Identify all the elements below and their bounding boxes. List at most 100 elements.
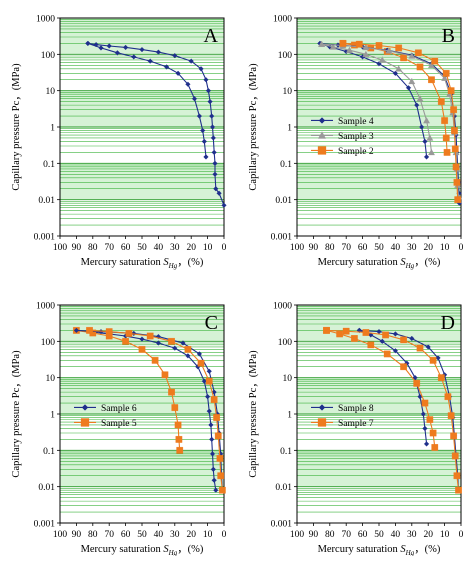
x-tick-label: 30 [170,530,180,540]
data-point [106,43,112,49]
y-tick-label: 0.001 [271,233,293,243]
data-point [362,329,370,336]
legend-marker [317,146,327,155]
data-point [155,340,162,346]
data-point [444,393,452,401]
data-point [437,98,445,105]
y-axis-label: Capillary pressure Pc，(MPa) [11,350,22,478]
data-point [212,160,218,166]
legend-marker [317,418,327,427]
legend-marker [318,117,326,124]
data-point [441,117,448,124]
data-point [431,57,439,65]
data-point [416,95,424,102]
data-point [426,134,434,141]
data-point [422,138,428,145]
series-line [359,329,428,444]
x-tick-label: 50 [374,243,384,253]
data-point [437,374,445,382]
data-point [405,85,412,91]
y-tick-label: 1 [287,411,292,421]
legend-marker [317,131,327,139]
data-point [408,52,416,59]
x-tick-label: 0 [222,243,227,253]
x-tick-label: 60 [121,530,131,540]
data-point [452,163,460,171]
data-point [184,346,192,353]
data-point [216,455,224,462]
data-point [146,332,154,340]
data-point [409,335,415,342]
x-tick-label: 90 [309,243,319,253]
data-point [451,127,458,134]
data-point [203,154,209,160]
x-tick-label: 50 [374,530,384,540]
legend-label: Sample 5 [101,419,137,429]
x-tick-label: 70 [104,243,114,253]
x-axis-label-suffix: ，(%) [177,257,204,268]
data-point [454,196,462,204]
data-point [122,44,129,51]
x-axis-label-symbol: S [400,544,406,555]
plot-band [297,163,461,200]
data-point [431,444,439,451]
series-line [89,329,223,491]
legend: Sample 4 Sample 3 Sample 2 [311,117,374,157]
x-tick-label: 50 [137,243,147,253]
data-point [210,466,216,472]
x-tick-label: 100 [290,530,305,540]
data-point [442,134,450,142]
data-point [318,40,326,47]
data-point [168,337,175,345]
data-point [323,327,330,334]
data-point [172,345,178,351]
data-point [428,148,435,156]
x-tick-label: 80 [88,530,98,540]
data-point [423,117,431,124]
data-point [419,124,425,130]
data-point [443,149,451,156]
legend-label: Sample 7 [338,419,374,429]
data-point [379,338,385,344]
x-axis-label-prefix: Mercury saturation [318,257,401,268]
data-point [351,335,358,342]
data-point [421,399,429,407]
x-tick-label: 20 [186,530,196,540]
data-point [408,77,416,85]
x-axis-label: Mercury saturation SHg，(%) [81,257,204,270]
x-tick-label: 90 [72,243,82,253]
y-tick-label: 0.01 [38,196,55,206]
data-point [131,54,137,60]
y-tick-label: 0.001 [271,520,293,530]
x-tick-label: 20 [186,243,196,253]
x-axis-label: Mercury saturation SHg，(%) [318,257,441,270]
data-point [86,327,93,334]
data-point [428,61,435,68]
y-tick-label: 1 [50,124,55,134]
data-point [339,40,347,47]
legend-marker [80,418,90,427]
data-point [376,61,382,67]
data-point [175,436,183,443]
legend-label: Sample 2 [338,147,374,157]
series-4 [323,327,462,494]
data-point [138,346,146,353]
plot-band [297,199,461,236]
data-point [204,394,211,400]
data-point [213,186,219,192]
data-point [171,404,179,411]
x-tick-label: 40 [154,243,164,253]
series-2 [85,40,227,208]
x-tick-label: 0 [222,530,227,540]
x-axis-label-subscript: Hg [405,549,415,556]
x-axis-label-symbol: S [163,544,169,555]
data-point [73,327,80,334]
data-point [105,328,113,335]
y-tick-label: 0.001 [34,233,56,243]
x-tick-label: 100 [290,243,305,253]
data-point [85,40,91,47]
data-point [205,377,213,385]
data-point [392,348,399,354]
data-point [191,96,198,102]
